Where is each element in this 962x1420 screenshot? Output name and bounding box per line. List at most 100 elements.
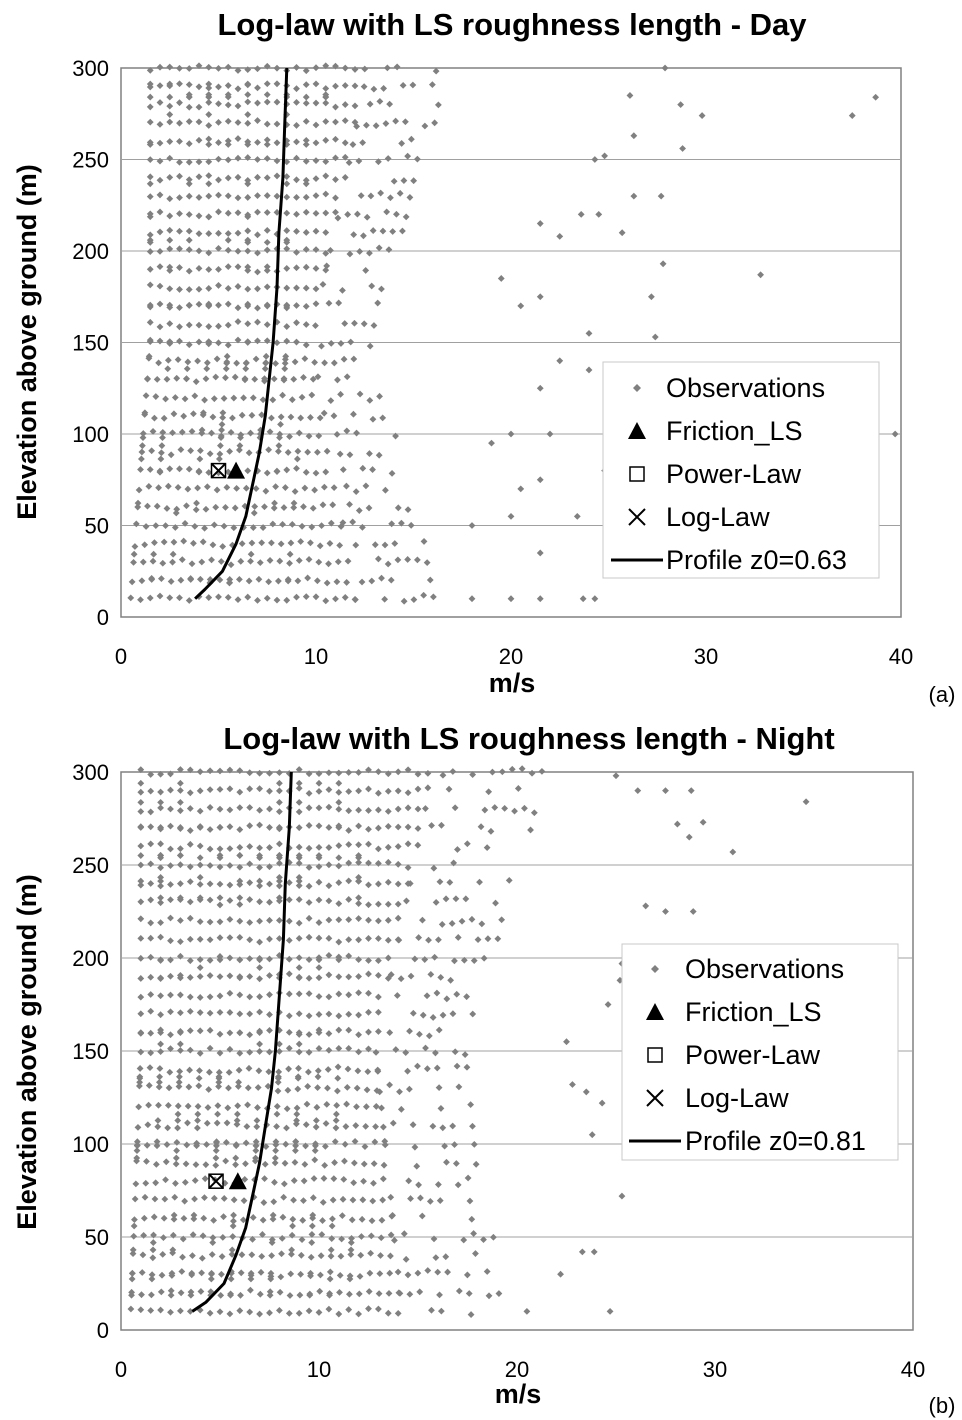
observation-point <box>343 427 351 435</box>
observation-point <box>480 954 488 962</box>
legend-key-observations <box>651 965 659 973</box>
observation-point <box>195 212 203 220</box>
observation-point <box>276 1047 283 1055</box>
observation-point <box>518 765 526 773</box>
observation-point <box>407 1195 414 1202</box>
observation-point <box>454 934 462 941</box>
observation-point <box>214 1110 221 1118</box>
observation-point <box>284 1086 292 1094</box>
observation-point <box>347 1239 355 1246</box>
observation-point <box>347 338 355 346</box>
observation-point <box>174 1124 181 1132</box>
observation-point <box>345 159 353 167</box>
observation-point <box>219 414 227 422</box>
observation-point <box>341 1157 348 1165</box>
observation-point <box>273 596 281 604</box>
observation-point <box>362 1103 370 1111</box>
observation-point <box>283 596 291 604</box>
observation-point <box>178 556 186 564</box>
observation-point <box>263 155 271 162</box>
observation-point <box>285 970 293 978</box>
observation-point <box>273 120 281 128</box>
observation-point <box>265 1068 273 1076</box>
observation-point <box>438 821 445 829</box>
observation-point <box>437 1105 445 1112</box>
observation-point <box>149 1246 157 1254</box>
y-tick-label: 250 <box>72 853 109 878</box>
log-law-point <box>208 1173 224 1189</box>
observation-point <box>480 1236 487 1244</box>
observation-point <box>351 82 359 90</box>
observation-point <box>345 916 353 924</box>
observation-point <box>403 897 410 905</box>
observation-point <box>167 786 174 794</box>
observation-point <box>156 208 164 216</box>
observation-point <box>375 845 382 853</box>
observation-point <box>332 595 339 603</box>
observation-point <box>139 434 147 442</box>
observation-point <box>238 411 246 419</box>
observation-point <box>284 449 292 456</box>
observation-point <box>315 852 323 859</box>
observation-point <box>357 192 365 200</box>
observation-point <box>312 227 320 235</box>
observation-point <box>334 1063 342 1071</box>
observation-point <box>247 550 255 558</box>
observation-point <box>302 208 310 216</box>
observation-point <box>365 1028 372 1036</box>
observation-point <box>256 769 263 777</box>
observation-point <box>433 1064 441 1072</box>
observation-point <box>142 1179 150 1187</box>
observation-point <box>414 770 422 778</box>
observation-point <box>246 804 254 811</box>
legend-key-power-law <box>629 466 645 482</box>
observation-point <box>203 365 211 373</box>
observation-point <box>302 81 310 88</box>
observation-point <box>300 1197 307 1205</box>
observation-point <box>177 824 184 831</box>
observation-point <box>375 993 382 1001</box>
observation-point <box>285 937 293 944</box>
observation-point <box>147 1007 155 1015</box>
observation-point <box>210 521 218 529</box>
observation-point <box>254 138 261 146</box>
observation-point <box>279 1213 287 1221</box>
observation-point <box>144 1121 152 1129</box>
observation-point <box>523 1308 531 1315</box>
observation-point <box>404 556 412 563</box>
observation-point <box>266 880 273 888</box>
observation-point <box>280 1193 288 1201</box>
observation-point <box>186 1046 194 1054</box>
observation-point <box>322 266 330 274</box>
observation-point <box>205 192 213 200</box>
power-law-point <box>208 1173 224 1189</box>
observation-point <box>328 1235 336 1242</box>
observation-point <box>273 339 281 347</box>
observation-point <box>302 1121 310 1128</box>
observation-point <box>292 1120 300 1128</box>
observation-point <box>205 172 213 180</box>
observation-point <box>308 1239 316 1246</box>
observation-point <box>224 321 232 329</box>
observation-point <box>215 244 222 252</box>
observation-point <box>389 228 397 235</box>
x-tick-label: 40 <box>901 1357 925 1382</box>
observation-point <box>309 1211 317 1219</box>
observation-point <box>256 993 263 1001</box>
observation-point <box>284 576 292 583</box>
observation-point <box>226 1310 234 1318</box>
observation-point <box>155 484 163 492</box>
observation-point <box>246 785 254 793</box>
observation-point <box>375 158 382 166</box>
observation-point <box>355 806 362 814</box>
observation-point <box>295 779 303 787</box>
observation-point <box>335 862 343 870</box>
observation-point <box>343 1083 351 1091</box>
observation-point <box>435 936 442 944</box>
observation-point <box>244 66 252 74</box>
observation-point <box>133 1138 141 1146</box>
observation-point <box>156 82 164 90</box>
observation-point <box>266 769 273 777</box>
observation-point <box>365 1008 372 1016</box>
observation-point <box>271 499 278 507</box>
